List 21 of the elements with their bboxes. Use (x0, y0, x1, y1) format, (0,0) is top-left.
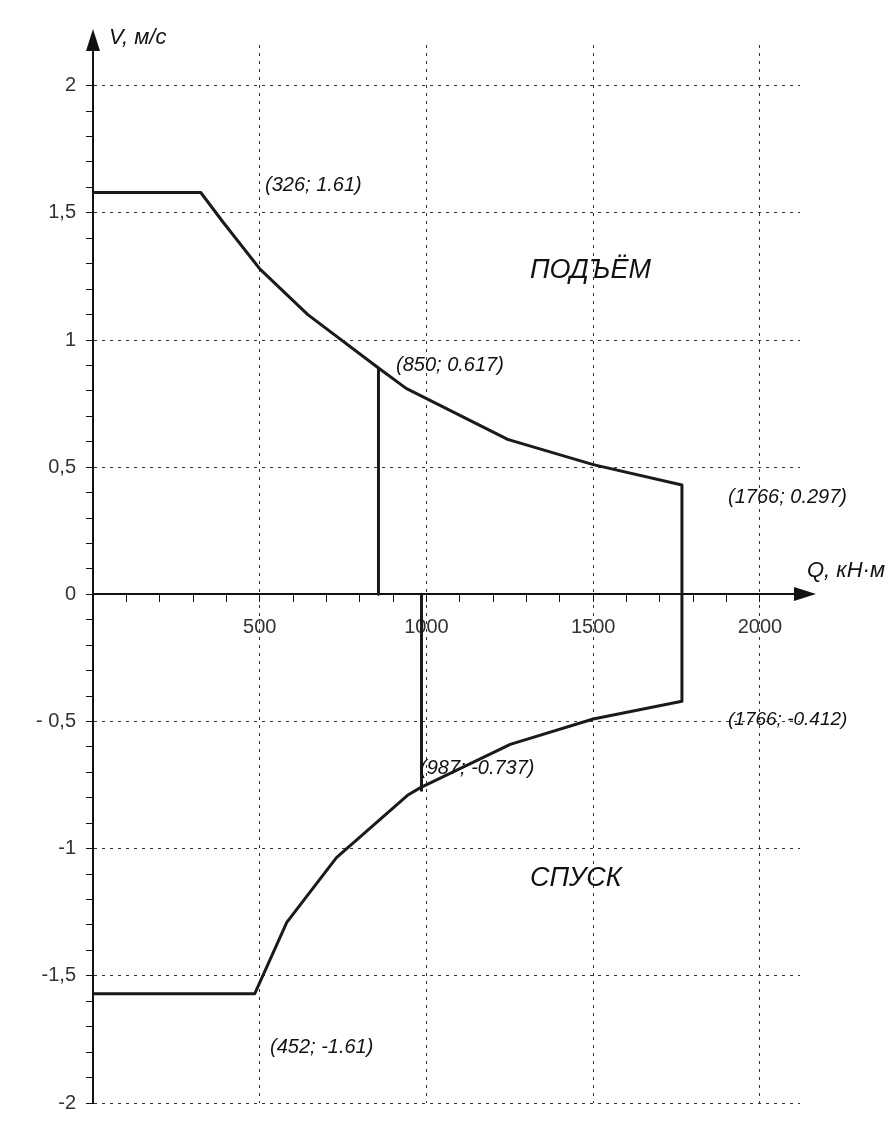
y-axis-title: V, м/с (109, 24, 167, 50)
annotation: (1766; 0.297) (728, 484, 847, 507)
x-tick-label: 2000 (737, 614, 783, 637)
annotation: СПУСК (530, 861, 624, 892)
annotation: (1766; -0.412) (728, 708, 848, 730)
annotation: (452; -1.61) (270, 1034, 374, 1057)
x-tick-label: 1500 (570, 614, 616, 637)
y-tick-label: - 0,5 (35, 709, 77, 732)
y-tick-label: 0 (64, 581, 77, 604)
y-tick-label: 0,5 (48, 454, 77, 477)
y-tick-label: -1,5 (41, 963, 77, 986)
annotation: (326; 1.61) (265, 172, 362, 195)
y-tick-label: -1 (58, 836, 77, 859)
y-tick-label: 1,5 (48, 200, 77, 223)
y-tick-label: 1 (64, 327, 77, 350)
y-tick-label: -2 (58, 1090, 77, 1113)
x-axis-title: Q, кН·м (806, 557, 885, 583)
annotation: (850; 0.617) (396, 352, 504, 375)
annotation: ПОДЪЁМ (530, 253, 652, 284)
y-tick-label: 2 (64, 73, 77, 96)
x-tick-label: 500 (243, 614, 277, 637)
